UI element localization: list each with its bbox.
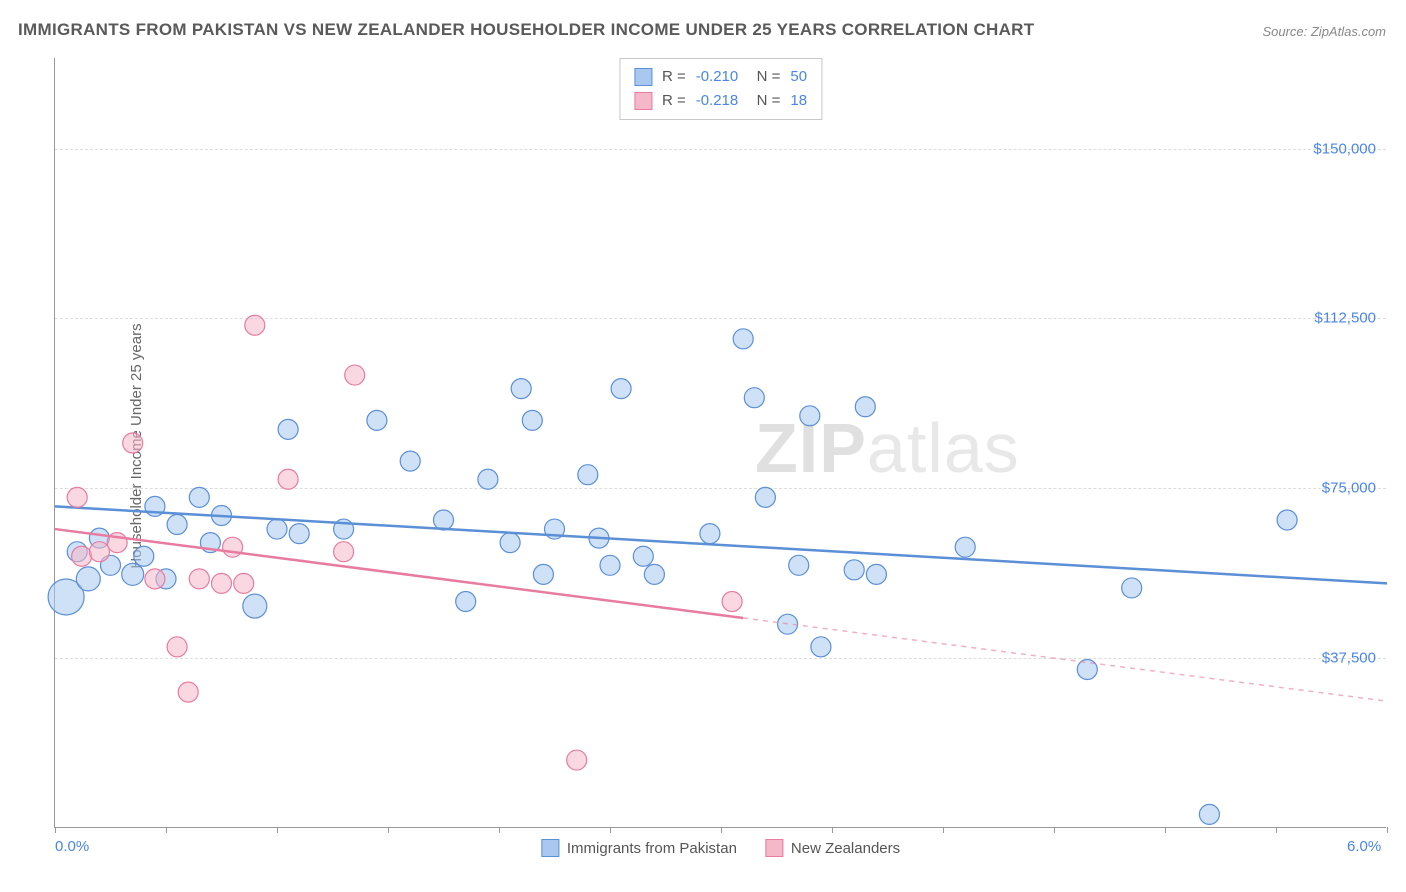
data-point xyxy=(400,451,420,471)
data-point xyxy=(811,637,831,657)
data-point xyxy=(478,469,498,489)
source-attribution: Source: ZipAtlas.com xyxy=(1262,24,1386,39)
trend-line xyxy=(55,506,1387,583)
x-tick xyxy=(499,827,500,833)
x-tick xyxy=(610,827,611,833)
x-tick-label: 0.0% xyxy=(55,838,89,855)
x-tick xyxy=(277,827,278,833)
data-point xyxy=(611,379,631,399)
x-tick xyxy=(55,827,56,833)
data-point xyxy=(67,487,87,507)
legend-stats-box: R = -0.210 N = 50 R = -0.218 N = 18 xyxy=(619,58,822,120)
data-point xyxy=(212,573,232,593)
data-point xyxy=(278,469,298,489)
data-point xyxy=(644,564,664,584)
data-point xyxy=(72,546,92,566)
r-value-2: -0.218 xyxy=(696,89,739,113)
data-point xyxy=(189,569,209,589)
x-tick-label: 6.0% xyxy=(1347,838,1381,855)
legend-bottom: Immigrants from Pakistan New Zealanders xyxy=(541,839,900,857)
x-tick xyxy=(1387,827,1388,833)
x-tick xyxy=(166,827,167,833)
data-point xyxy=(633,546,653,566)
data-point xyxy=(145,569,165,589)
data-point xyxy=(1199,804,1219,824)
data-point xyxy=(243,594,267,618)
data-point xyxy=(278,419,298,439)
legend-stats-row-2: R = -0.218 N = 18 xyxy=(634,89,807,113)
legend-swatch-bottom-1 xyxy=(541,839,559,857)
data-point xyxy=(500,533,520,553)
data-point xyxy=(955,537,975,557)
data-point xyxy=(789,555,809,575)
x-tick xyxy=(1054,827,1055,833)
data-point xyxy=(123,433,143,453)
data-point xyxy=(334,542,354,562)
data-point xyxy=(844,560,864,580)
data-point xyxy=(733,329,753,349)
data-point xyxy=(245,315,265,335)
x-tick xyxy=(943,827,944,833)
data-point xyxy=(600,555,620,575)
data-point xyxy=(267,519,287,539)
data-point xyxy=(345,365,365,385)
x-tick xyxy=(721,827,722,833)
data-point xyxy=(76,567,100,591)
data-point xyxy=(189,487,209,507)
chart-container: IMMIGRANTS FROM PAKISTAN VS NEW ZEALANDE… xyxy=(0,0,1406,892)
data-point xyxy=(511,379,531,399)
data-point xyxy=(456,592,476,612)
data-point xyxy=(533,564,553,584)
data-point xyxy=(700,524,720,544)
n-value-1: 50 xyxy=(790,65,807,89)
data-point xyxy=(167,515,187,535)
data-point xyxy=(367,410,387,430)
data-point xyxy=(722,592,742,612)
legend-swatch-series-1 xyxy=(634,68,652,86)
data-point xyxy=(1077,659,1097,679)
legend-swatch-bottom-2 xyxy=(765,839,783,857)
data-point xyxy=(134,546,154,566)
data-point xyxy=(1122,578,1142,598)
data-point xyxy=(800,406,820,426)
trend-line-dashed xyxy=(743,618,1387,701)
scatter-plot-svg xyxy=(55,58,1386,827)
data-point xyxy=(234,573,254,593)
data-point xyxy=(178,682,198,702)
legend-stats-row-1: R = -0.210 N = 50 xyxy=(634,65,807,89)
n-value-2: 18 xyxy=(790,89,807,113)
data-point xyxy=(578,465,598,485)
x-tick xyxy=(1276,827,1277,833)
x-tick xyxy=(388,827,389,833)
r-value-1: -0.210 xyxy=(696,65,739,89)
data-point xyxy=(122,563,144,585)
legend-label-1: Immigrants from Pakistan xyxy=(567,840,737,857)
legend-label-2: New Zealanders xyxy=(791,840,900,857)
data-point xyxy=(567,750,587,770)
data-point xyxy=(522,410,542,430)
chart-title: IMMIGRANTS FROM PAKISTAN VS NEW ZEALANDE… xyxy=(18,20,1034,40)
data-point xyxy=(1277,510,1297,530)
data-point xyxy=(223,537,243,557)
plot-area: ZIPatlas $37,500$75,000$112,500$150,000 … xyxy=(54,58,1386,828)
data-point xyxy=(855,397,875,417)
data-point xyxy=(434,510,454,530)
data-point xyxy=(866,564,886,584)
legend-item-2: New Zealanders xyxy=(765,839,900,857)
data-point xyxy=(167,637,187,657)
data-point xyxy=(744,388,764,408)
x-tick xyxy=(1165,827,1166,833)
data-point xyxy=(289,524,309,544)
data-point xyxy=(89,542,109,562)
legend-swatch-series-2 xyxy=(634,92,652,110)
data-point xyxy=(755,487,775,507)
x-tick xyxy=(832,827,833,833)
legend-item-1: Immigrants from Pakistan xyxy=(541,839,737,857)
